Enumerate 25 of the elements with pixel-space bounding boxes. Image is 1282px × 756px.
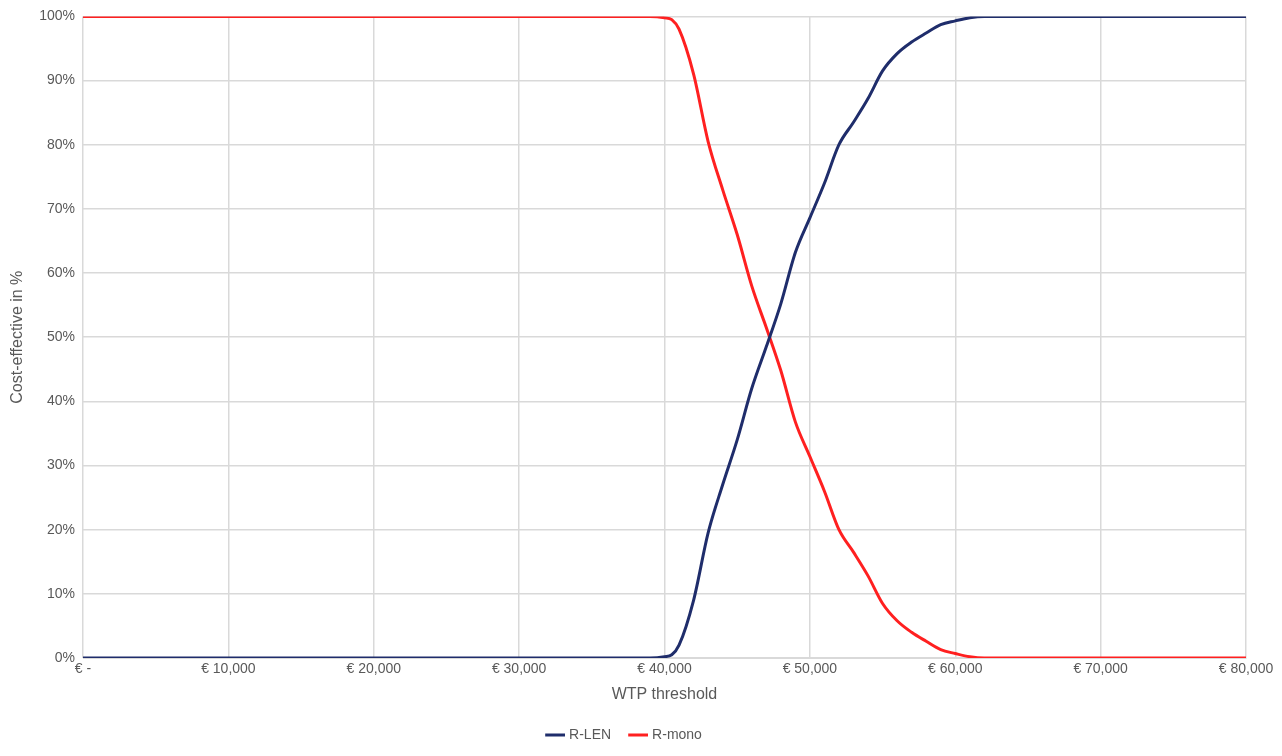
y-tick-label: 0% [54,648,76,665]
x-tick-label: € 40,000 [637,660,692,677]
y-tick-label: 20% [46,520,76,537]
y-tick-label: 90% [46,71,76,88]
x-tick-label: € 80,000 [1218,660,1274,677]
x-tick-label: € 10,000 [201,660,256,677]
x-tick-label: € - [74,660,92,677]
y-tick-label: 70% [46,199,76,216]
line-series [83,16,1246,658]
x-tick-label: € 20,000 [346,660,402,677]
legend-label: R-mono [652,725,703,742]
y-tick-label: 30% [46,456,76,473]
y-tick-label: 50% [46,328,76,345]
y-tick-label: 10% [46,584,76,601]
y-tick-label: 80% [46,135,76,152]
x-axis-title: WTP threshold [611,684,718,702]
x-tick-label: € 50,000 [782,660,838,677]
y-tick-label: 40% [46,392,76,409]
x-tick-label: € 60,000 [928,660,983,677]
y-tick-label: 100% [39,7,76,24]
x-tick-label: € 70,000 [1073,660,1129,677]
legend-label: R-LEN [569,725,612,742]
y-tick-label: 60% [46,263,76,280]
x-tick-label: € 30,000 [491,660,547,677]
y-axis-title: Cost-effective in % [8,270,26,404]
